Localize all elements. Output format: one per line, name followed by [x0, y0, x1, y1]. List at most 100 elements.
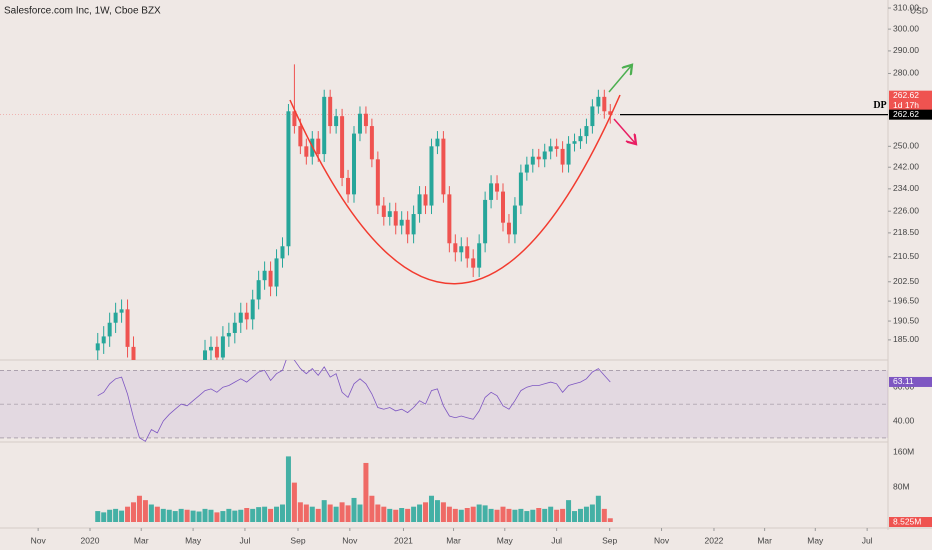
- candle-body: [244, 312, 249, 320]
- volume-bar: [405, 508, 411, 522]
- y-tick-label: 190.50: [893, 315, 919, 325]
- volume-bar: [363, 462, 369, 522]
- y-tick-label: 310.00: [893, 2, 919, 12]
- volume-bar: [125, 506, 131, 522]
- candle-body: [536, 156, 541, 160]
- x-tick-label: Mar: [446, 535, 461, 545]
- volume-bar: [214, 512, 220, 522]
- volume-bar: [577, 508, 583, 522]
- up-arrow: [608, 66, 631, 93]
- volume-bar: [572, 511, 578, 522]
- candle-body: [95, 343, 100, 351]
- candle-body: [125, 309, 130, 347]
- y-tick-label: 280.00: [893, 68, 919, 78]
- y-tick-label: 185.00: [893, 334, 919, 344]
- candle-body: [459, 246, 464, 253]
- volume-bar: [446, 506, 452, 522]
- candle-body: [226, 332, 231, 337]
- candle-body: [298, 126, 303, 147]
- candle-body: [566, 143, 571, 165]
- volume-bar: [375, 504, 381, 522]
- candle-body: [608, 111, 613, 115]
- volume-bar: [345, 505, 351, 522]
- x-tick-label: May: [807, 535, 824, 545]
- volume-bar: [411, 506, 417, 522]
- x-tick-label: 2022: [705, 535, 724, 545]
- volume-bar: [303, 504, 309, 522]
- candle-body: [352, 133, 357, 195]
- candle-body: [101, 336, 106, 344]
- y-tick-label: 250.00: [893, 141, 919, 151]
- volume-bar: [482, 505, 488, 522]
- candle-body: [447, 194, 452, 244]
- candle-body: [483, 199, 488, 244]
- down-arrow: [613, 118, 635, 143]
- volume-bar: [524, 511, 530, 522]
- volume-bar: [160, 508, 166, 522]
- volume-bar: [148, 504, 154, 522]
- candle-body: [280, 246, 285, 259]
- candle-body: [393, 211, 398, 226]
- y-tick-label: 290.00: [893, 45, 919, 55]
- y-tick-label: 218.50: [893, 227, 919, 237]
- volume-tick-label: 160M: [893, 446, 914, 456]
- x-tick-label: Jul: [240, 535, 251, 545]
- candle-body: [495, 183, 500, 192]
- volume-bar: [184, 509, 190, 522]
- y-tick-label: 202.50: [893, 276, 919, 286]
- candle-body: [363, 113, 368, 127]
- volume-bar: [327, 504, 333, 522]
- candle-body: [268, 270, 273, 287]
- candle-body: [429, 146, 434, 206]
- x-tick-label: 2020: [81, 535, 100, 545]
- candle-body: [375, 159, 380, 206]
- y-tick-label: 196.50: [893, 295, 919, 305]
- x-tick-label: Jul: [551, 535, 562, 545]
- candle-body: [405, 219, 410, 235]
- candle-body: [292, 111, 297, 127]
- candle-body: [322, 96, 327, 155]
- candle-body: [524, 164, 529, 173]
- volume-bar: [130, 502, 136, 522]
- volume-bar: [333, 506, 339, 522]
- volume-bar: [178, 508, 184, 522]
- candle-body: [477, 243, 482, 268]
- volume-bar: [542, 508, 548, 522]
- volume-bar: [238, 509, 244, 522]
- volume-bar: [136, 495, 142, 522]
- candle-body: [203, 350, 208, 360]
- candle-body: [131, 346, 136, 360]
- x-tick-label: Sep: [602, 535, 617, 545]
- volume-bar: [226, 508, 232, 522]
- volume-bar: [256, 507, 262, 522]
- candle-body: [584, 126, 589, 137]
- candle-body: [465, 246, 470, 259]
- volume-bar: [452, 508, 458, 522]
- volume-bar: [196, 511, 202, 522]
- candle-body: [435, 138, 440, 147]
- candle-body: [334, 116, 339, 127]
- candle-body: [340, 116, 345, 178]
- volume-bar: [279, 504, 285, 522]
- volume-bar: [464, 508, 470, 522]
- candle-body: [530, 156, 535, 165]
- candle-body: [453, 243, 458, 253]
- volume-bar: [488, 508, 494, 522]
- volume-bar: [518, 508, 524, 522]
- volume-bar: [190, 510, 196, 522]
- last-price-label: 262.62: [893, 90, 919, 100]
- volume-bar: [387, 508, 393, 522]
- candle-body: [250, 299, 255, 320]
- volume-bar: [417, 504, 423, 522]
- x-tick-label: Nov: [654, 535, 670, 545]
- volume-tick-label: 80M: [893, 481, 910, 491]
- volume-bar: [536, 508, 542, 522]
- candle-body: [357, 113, 362, 134]
- candle-body: [346, 177, 351, 195]
- x-tick-label: Nov: [342, 535, 358, 545]
- volume-bar: [232, 510, 238, 522]
- volume-bar: [244, 508, 250, 522]
- candle-body: [286, 111, 291, 247]
